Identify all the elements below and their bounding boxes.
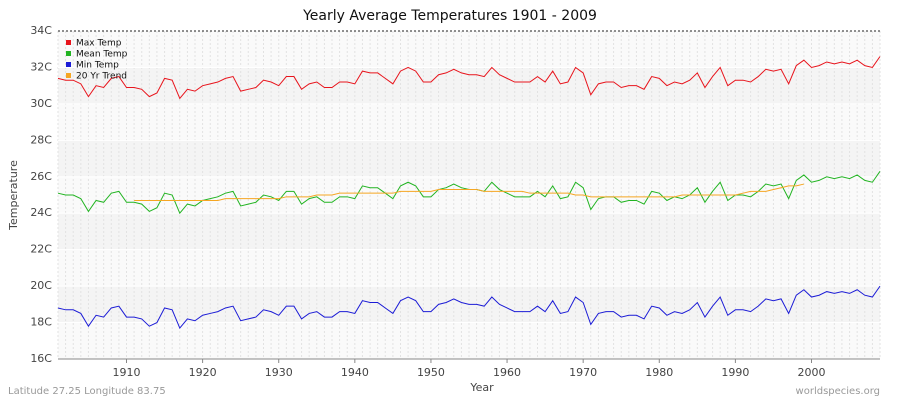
y-tick-label: 32C (30, 60, 52, 73)
y-axis-label: Temperature (7, 160, 20, 231)
series-line (57, 285, 881, 329)
y-tick-label: 24C (30, 206, 52, 219)
x-tick-label: 1940 (341, 366, 369, 379)
y-tick-label: 22C (30, 243, 52, 256)
legend-swatch (66, 51, 71, 56)
y-tick-label: 18C (30, 316, 52, 329)
x-tick-label: 2000 (798, 366, 826, 379)
y-tick-label: 26C (30, 170, 52, 183)
y-tick-label: 20C (30, 279, 52, 292)
series-line (134, 183, 805, 201)
x-tick-label: 1930 (265, 366, 293, 379)
y-tick-label: 28C (30, 133, 52, 146)
x-tick-label: 1950 (417, 366, 445, 379)
x-tick-label: 1980 (645, 366, 673, 379)
y-tick-label: 16C (30, 352, 52, 365)
x-axis-label: Year (469, 381, 494, 394)
footer-left: Latitude 27.25 Longitude 83.75 (8, 386, 166, 397)
legend-swatch (66, 40, 71, 45)
chart-title: Yearly Average Temperatures 1901 - 2009 (302, 8, 597, 24)
footer-right: worldspecies.org (796, 386, 880, 397)
plot-band (58, 31, 880, 68)
legend-label: 20 Yr Trend (76, 72, 127, 82)
legend-swatch (66, 73, 71, 78)
y-tick-label: 34C (30, 24, 52, 37)
x-tick-label: 1970 (569, 366, 597, 379)
x-tick-label: 1910 (113, 366, 141, 379)
series-line (57, 56, 881, 100)
legend-swatch (66, 62, 71, 67)
legend-label: Mean Temp (76, 50, 128, 60)
x-tick-label: 1990 (721, 366, 749, 379)
y-tick-label: 30C (30, 97, 52, 110)
legend-label: Max Temp (76, 39, 122, 49)
x-tick-label: 1920 (189, 366, 217, 379)
x-tick-label: 1960 (493, 366, 521, 379)
legend-label: Min Temp (76, 61, 119, 71)
plot-band (58, 103, 880, 141)
